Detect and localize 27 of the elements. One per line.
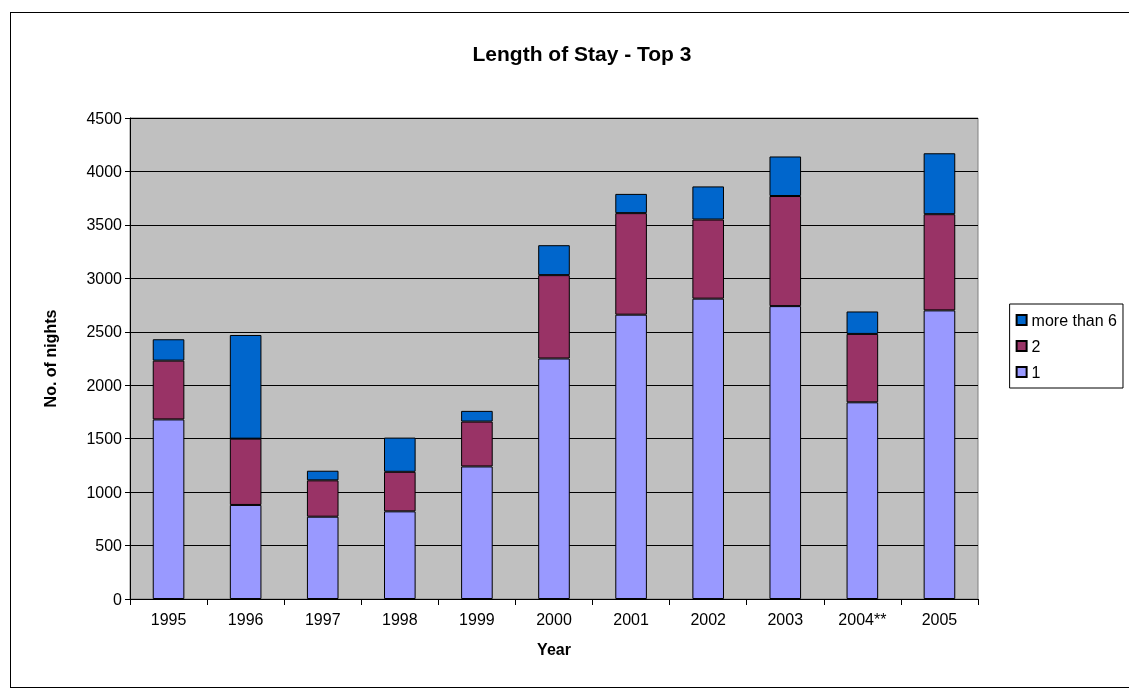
legend-label: more than 6: [1031, 311, 1118, 329]
y-tick-label: 1000: [86, 483, 123, 501]
chart-title: Length of Stay - Top 3: [472, 42, 692, 65]
x-tick-label: 2000: [536, 610, 572, 628]
y-tick-label: 2000: [86, 376, 123, 394]
x-tick-label: 1998: [382, 610, 418, 628]
x-tick-label: 1999: [459, 610, 495, 628]
legend-label: 1: [1031, 363, 1041, 381]
y-tick-label: 3500: [86, 216, 123, 234]
x-tick-label: 2001: [613, 610, 649, 628]
y-tick-label: 3000: [86, 269, 123, 287]
x-tick-label: 2002: [690, 610, 727, 628]
x-tick-label: 1996: [227, 610, 264, 628]
y-tick-label: 4500: [86, 109, 123, 127]
x-tick-label: 1995: [150, 610, 187, 628]
y-axis-title: No. of nights: [41, 309, 59, 408]
y-tick-label: 0: [113, 590, 123, 608]
x-tick-label: 2004**: [838, 610, 887, 628]
legend-label: 2: [1031, 337, 1041, 355]
x-tick-label: 2003: [767, 610, 804, 628]
y-tick-label: 500: [95, 537, 123, 555]
x-axis-title: Year: [537, 640, 571, 658]
y-tick-label: 2500: [86, 323, 123, 341]
x-tick-label: 1997: [304, 610, 341, 628]
y-tick-label: 1500: [86, 430, 123, 448]
x-tick-label: 2005: [921, 610, 958, 628]
y-tick-label: 4000: [86, 162, 123, 180]
